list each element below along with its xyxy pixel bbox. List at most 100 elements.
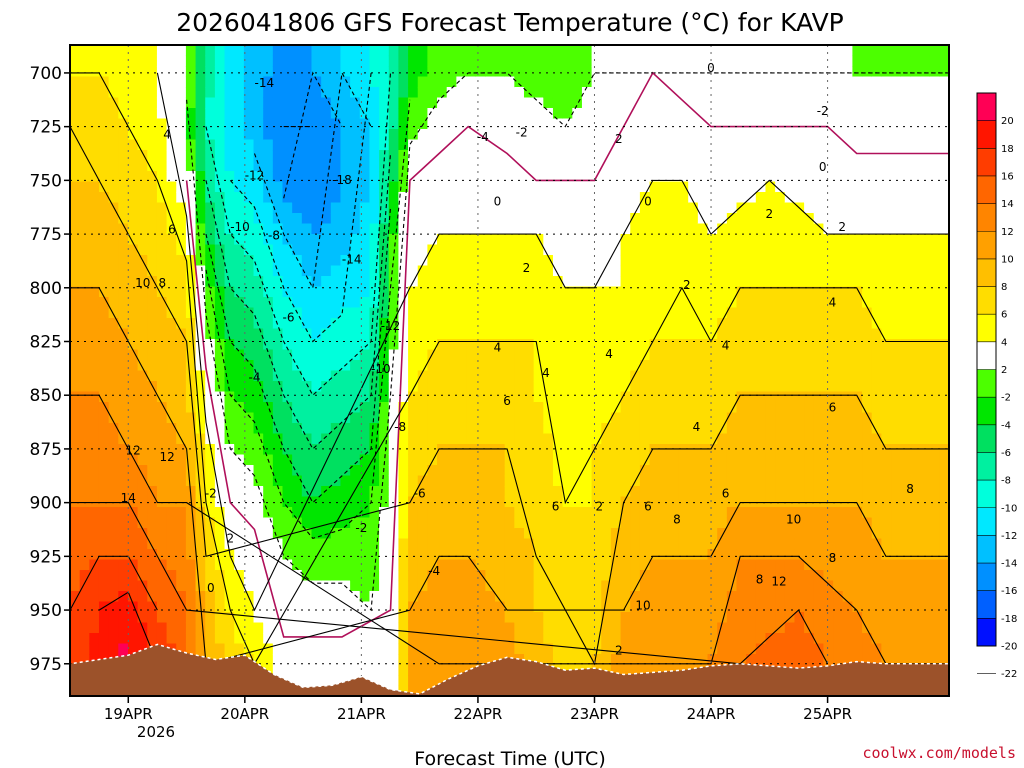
temperature-cell	[456, 87, 467, 99]
temperature-cell	[282, 465, 293, 477]
temperature-cell	[446, 255, 457, 267]
temperature-cell	[359, 171, 371, 183]
temperature-cell	[833, 181, 844, 193]
temperature-cell	[195, 528, 206, 540]
temperature-cell	[591, 559, 602, 571]
temperature-cell	[833, 444, 844, 456]
temperature-cell	[784, 391, 796, 403]
temperature-cell	[794, 549, 805, 561]
temperature-cell	[176, 192, 187, 204]
temperature-cell	[755, 591, 767, 603]
temperature-cell	[726, 412, 738, 424]
temperature-cell	[417, 465, 428, 477]
temperature-cell	[301, 664, 313, 676]
temperature-cell	[495, 244, 506, 256]
temperature-cell	[118, 118, 129, 130]
temperature-cell	[485, 370, 496, 382]
temperature-cell	[495, 129, 506, 141]
temperature-cell	[388, 601, 400, 613]
temperature-cell	[350, 328, 361, 340]
temperature-cell	[214, 349, 226, 361]
temperature-cell	[813, 633, 825, 645]
temperature-cell	[108, 139, 119, 151]
temperature-cell	[523, 265, 535, 277]
temperature-cell	[755, 370, 767, 382]
temperature-cell	[253, 255, 264, 267]
temperature-cell	[408, 192, 419, 204]
temperature-cell	[282, 360, 293, 372]
temperature-cell	[639, 654, 651, 666]
temperature-cell	[427, 528, 438, 540]
temperature-cell	[823, 591, 834, 603]
temperature-cell	[495, 601, 506, 613]
temperature-cell	[475, 465, 486, 477]
temperature-cell	[717, 244, 728, 256]
temperature-cell	[243, 465, 255, 477]
temperature-cell	[485, 528, 496, 540]
temperature-cell	[350, 559, 361, 571]
temperature-cell	[572, 66, 583, 78]
temperature-cell	[784, 412, 796, 424]
temperature-cell	[292, 223, 303, 235]
temperature-cell	[234, 559, 245, 571]
temperature-cell	[707, 559, 718, 571]
temperature-cell	[89, 265, 100, 277]
temperature-cell	[649, 97, 660, 109]
temperature-cell	[466, 601, 477, 613]
temperature-cell	[504, 108, 515, 120]
temperature-cell	[427, 171, 438, 183]
temperature-cell	[842, 66, 854, 78]
temperature-cell	[398, 496, 409, 508]
temperature-cell	[678, 654, 689, 666]
temperature-cell	[388, 318, 400, 330]
temperature-cell	[678, 465, 689, 477]
temperature-cell	[475, 444, 486, 456]
temperature-cell	[127, 349, 139, 361]
temperature-cell	[804, 276, 815, 288]
temperature-cell	[610, 202, 622, 214]
temperature-cell	[127, 423, 139, 435]
temperature-cell	[282, 643, 293, 655]
temperature-cell	[601, 55, 612, 67]
temperature-cell	[495, 412, 506, 424]
temperature-cell	[224, 76, 235, 88]
temperature-cell	[485, 118, 496, 130]
temperature-cell	[340, 339, 351, 351]
temperature-cell	[794, 297, 805, 309]
temperature-cell	[108, 475, 119, 487]
temperature-cell	[736, 559, 747, 571]
temperature-cell	[707, 213, 718, 225]
temperature-cell	[185, 297, 197, 309]
temperature-cell	[755, 87, 767, 99]
temperature-cell	[311, 622, 322, 634]
temperature-cell	[330, 454, 342, 466]
temperature-cell	[282, 580, 293, 592]
temperature-cell	[108, 454, 119, 466]
temperature-cell	[466, 423, 477, 435]
temperature-cell	[195, 118, 206, 130]
temperature-cell	[485, 286, 496, 298]
temperature-cell	[388, 255, 400, 267]
temperature-cell	[263, 444, 274, 456]
temperature-cell	[147, 465, 158, 477]
temperature-cell	[311, 370, 322, 382]
temperature-cell	[707, 265, 718, 277]
temperature-cell	[552, 276, 564, 288]
temperature-cell	[166, 181, 177, 193]
temperature-cell	[514, 549, 525, 561]
temperature-cell	[813, 45, 825, 57]
temperature-cell	[437, 444, 448, 456]
temperature-cell	[185, 507, 197, 519]
temperature-cell	[108, 171, 119, 183]
temperature-cell	[311, 286, 322, 298]
temperature-cell	[784, 66, 796, 78]
temperature-cell	[205, 465, 216, 477]
temperature-cell	[321, 622, 332, 634]
temperature-cell	[456, 181, 467, 193]
temperature-cell	[833, 318, 844, 330]
temperature-cell	[649, 360, 660, 372]
temperature-cell	[272, 76, 284, 88]
temperature-cell	[243, 265, 255, 277]
temperature-cell	[243, 475, 255, 487]
temperature-cell	[147, 150, 158, 162]
